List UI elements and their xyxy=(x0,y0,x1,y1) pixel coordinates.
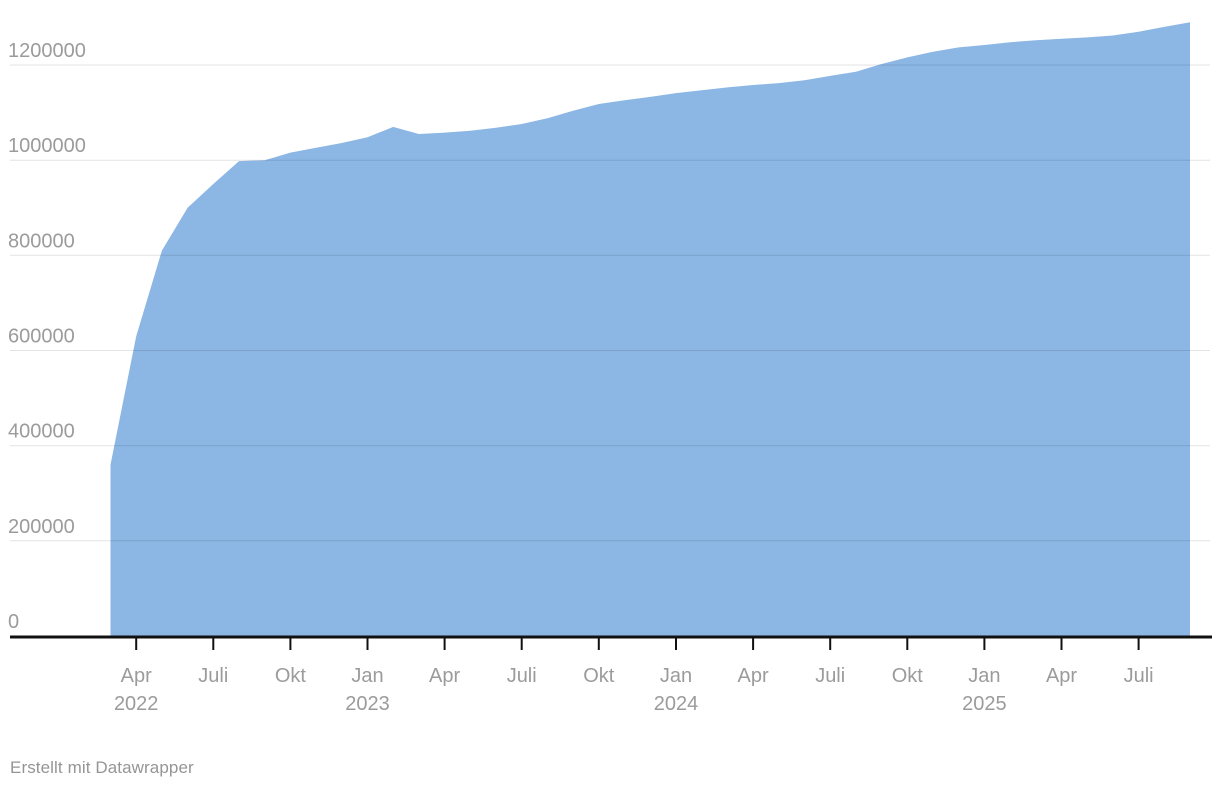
y-tick-label: 400000 xyxy=(8,421,75,443)
x-tick-year-label: 2025 xyxy=(962,693,1007,715)
x-tick-year-label: 2023 xyxy=(345,693,390,715)
y-tick-label: 200000 xyxy=(8,516,75,538)
x-tick-label: Okt xyxy=(583,665,615,687)
x-tick-year-label: 2022 xyxy=(114,693,159,715)
x-tick-label: Juli xyxy=(198,665,228,687)
attribution: Erstellt mit Datawrapper xyxy=(10,757,194,778)
y-tick-label: 1200000 xyxy=(8,40,86,62)
x-tick-year-label: 2024 xyxy=(654,693,699,715)
x-tick-label: Jan xyxy=(351,665,383,687)
y-tick-label: 1000000 xyxy=(8,135,86,157)
x-tick-label: Apr xyxy=(429,665,460,687)
x-tick-label: Apr xyxy=(121,665,152,687)
datawrapper-attribution-link[interactable]: Erstellt mit Datawrapper xyxy=(10,758,194,777)
x-tick-label: Apr xyxy=(738,665,769,687)
x-tick-label: Juli xyxy=(1124,665,1154,687)
x-tick-label: Okt xyxy=(275,665,307,687)
x-tick-label: Apr xyxy=(1046,665,1077,687)
y-tick-label: 800000 xyxy=(8,230,75,252)
y-tick-label: 600000 xyxy=(8,326,75,348)
x-tick-label: Jan xyxy=(660,665,692,687)
x-tick-label: Okt xyxy=(892,665,924,687)
area-series xyxy=(110,22,1190,636)
x-tick-label: Juli xyxy=(507,665,537,687)
y-tick-label: 0 xyxy=(8,611,19,633)
x-tick-label: Jan xyxy=(968,665,1000,687)
x-tick-label: Juli xyxy=(815,665,845,687)
